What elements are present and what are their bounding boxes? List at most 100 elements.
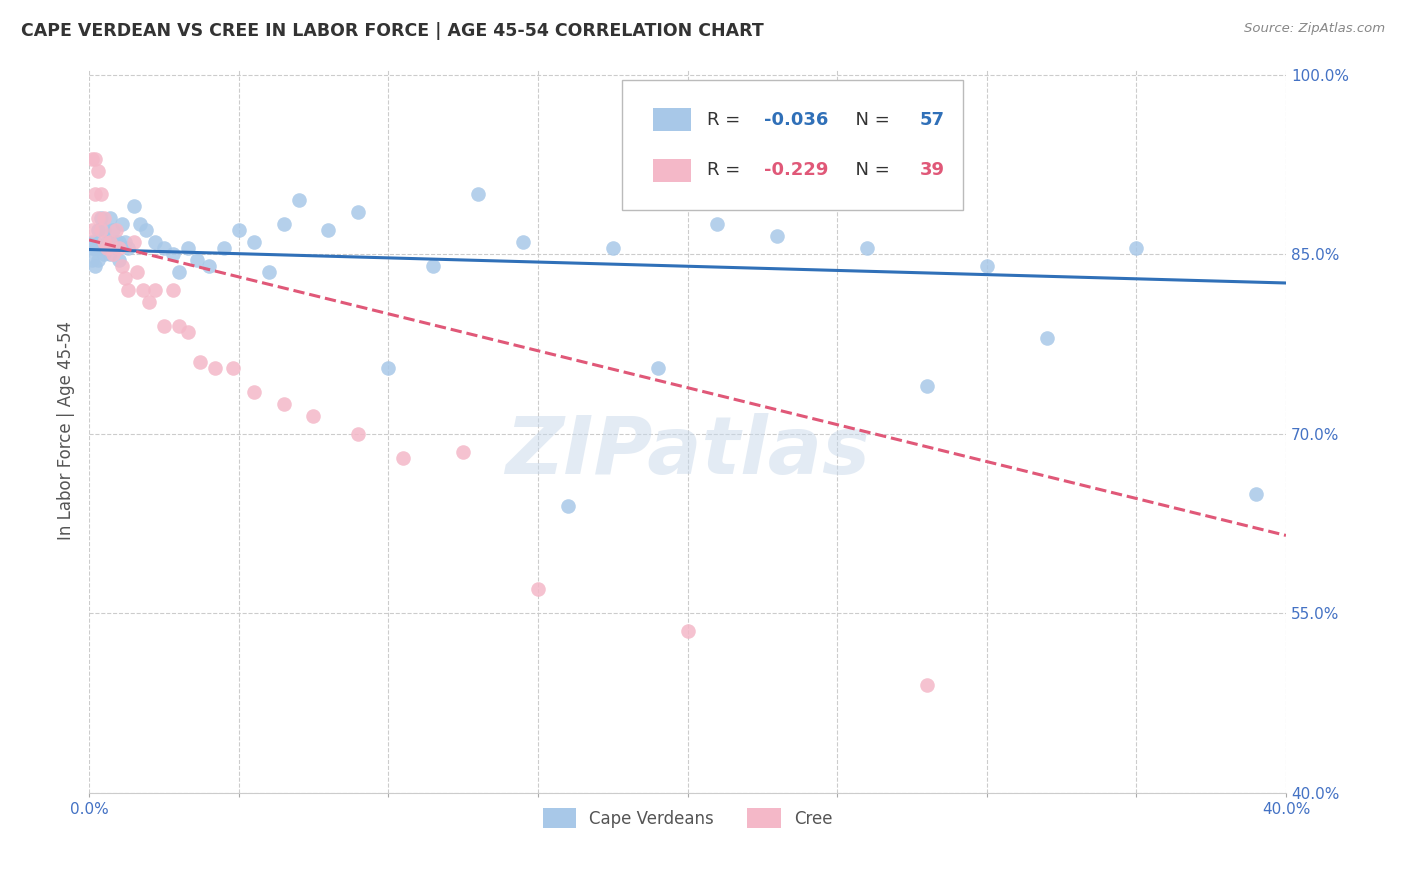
Point: [132, 283, 155, 297]
Point: [347, 205, 370, 219]
Point: [706, 218, 728, 232]
Point: [98, 247, 121, 261]
Point: [467, 187, 489, 202]
Point: [915, 379, 938, 393]
Point: [135, 223, 157, 237]
Point: [222, 360, 245, 375]
Point: [242, 384, 264, 399]
Point: [96, 241, 118, 255]
Point: [647, 360, 669, 375]
Point: [105, 223, 128, 237]
Point: [84, 235, 107, 250]
Point: [204, 360, 226, 375]
Point: [117, 241, 139, 255]
Point: [108, 235, 131, 250]
Point: [138, 295, 160, 310]
Point: [93, 247, 115, 261]
Point: [101, 223, 124, 237]
Point: [302, 409, 325, 423]
Point: [90, 241, 112, 255]
Point: [129, 218, 152, 232]
Point: [114, 235, 136, 250]
Point: [153, 241, 176, 255]
Point: [114, 271, 136, 285]
Point: [80, 223, 103, 237]
Point: [143, 283, 166, 297]
Text: 57: 57: [920, 111, 945, 128]
Point: [87, 253, 110, 268]
Point: [527, 582, 550, 597]
Point: [228, 223, 250, 237]
Text: ZIPatlas: ZIPatlas: [505, 414, 870, 491]
Point: [96, 235, 118, 250]
Point: [84, 241, 107, 255]
Point: [167, 265, 190, 279]
Point: [153, 319, 176, 334]
Point: [93, 223, 115, 237]
Point: [177, 241, 200, 255]
Point: [96, 241, 118, 255]
Point: [318, 223, 340, 237]
Point: [108, 253, 131, 268]
Point: [101, 247, 124, 261]
Point: [451, 444, 474, 458]
Text: CAPE VERDEAN VS CREE IN LABOR FORCE | AGE 45-54 CORRELATION CHART: CAPE VERDEAN VS CREE IN LABOR FORCE | AG…: [21, 22, 763, 40]
Text: Source: ZipAtlas.com: Source: ZipAtlas.com: [1244, 22, 1385, 36]
Point: [98, 235, 121, 250]
Point: [273, 218, 295, 232]
Point: [392, 450, 415, 465]
Point: [90, 187, 112, 202]
Point: [162, 247, 184, 261]
Point: [422, 259, 444, 273]
Point: [257, 265, 280, 279]
Point: [766, 229, 789, 244]
Point: [87, 223, 110, 237]
Point: [856, 241, 879, 255]
FancyBboxPatch shape: [652, 108, 692, 131]
Point: [90, 223, 112, 237]
Point: [125, 265, 148, 279]
Point: [98, 211, 121, 226]
Point: [167, 319, 190, 334]
Point: [512, 235, 534, 250]
Point: [84, 152, 107, 166]
Point: [1125, 241, 1147, 255]
Point: [377, 360, 399, 375]
Point: [87, 211, 110, 226]
Point: [1244, 486, 1267, 500]
Point: [242, 235, 264, 250]
Point: [1035, 331, 1057, 345]
Text: 39: 39: [920, 161, 945, 179]
Point: [188, 355, 211, 369]
Point: [90, 211, 112, 226]
Legend: Cape Verdeans, Cree: Cape Verdeans, Cree: [536, 801, 839, 835]
Point: [93, 235, 115, 250]
Point: [80, 253, 103, 268]
Y-axis label: In Labor Force | Age 45-54: In Labor Force | Age 45-54: [58, 321, 75, 541]
Point: [557, 499, 579, 513]
Point: [273, 397, 295, 411]
Point: [347, 426, 370, 441]
Point: [105, 235, 128, 250]
Point: [976, 259, 998, 273]
Point: [93, 211, 115, 226]
Point: [122, 235, 145, 250]
Point: [84, 187, 107, 202]
Text: R =: R =: [707, 161, 745, 179]
Point: [915, 678, 938, 692]
Point: [80, 241, 103, 255]
Point: [87, 241, 110, 255]
Point: [87, 163, 110, 178]
Text: R =: R =: [707, 111, 745, 128]
Point: [143, 235, 166, 250]
Point: [122, 199, 145, 213]
Point: [197, 259, 219, 273]
Text: N =: N =: [845, 111, 896, 128]
Point: [80, 152, 103, 166]
Text: -0.229: -0.229: [763, 161, 828, 179]
Point: [602, 241, 624, 255]
FancyBboxPatch shape: [621, 79, 963, 210]
Point: [287, 194, 309, 208]
FancyBboxPatch shape: [652, 159, 692, 182]
Point: [117, 283, 139, 297]
